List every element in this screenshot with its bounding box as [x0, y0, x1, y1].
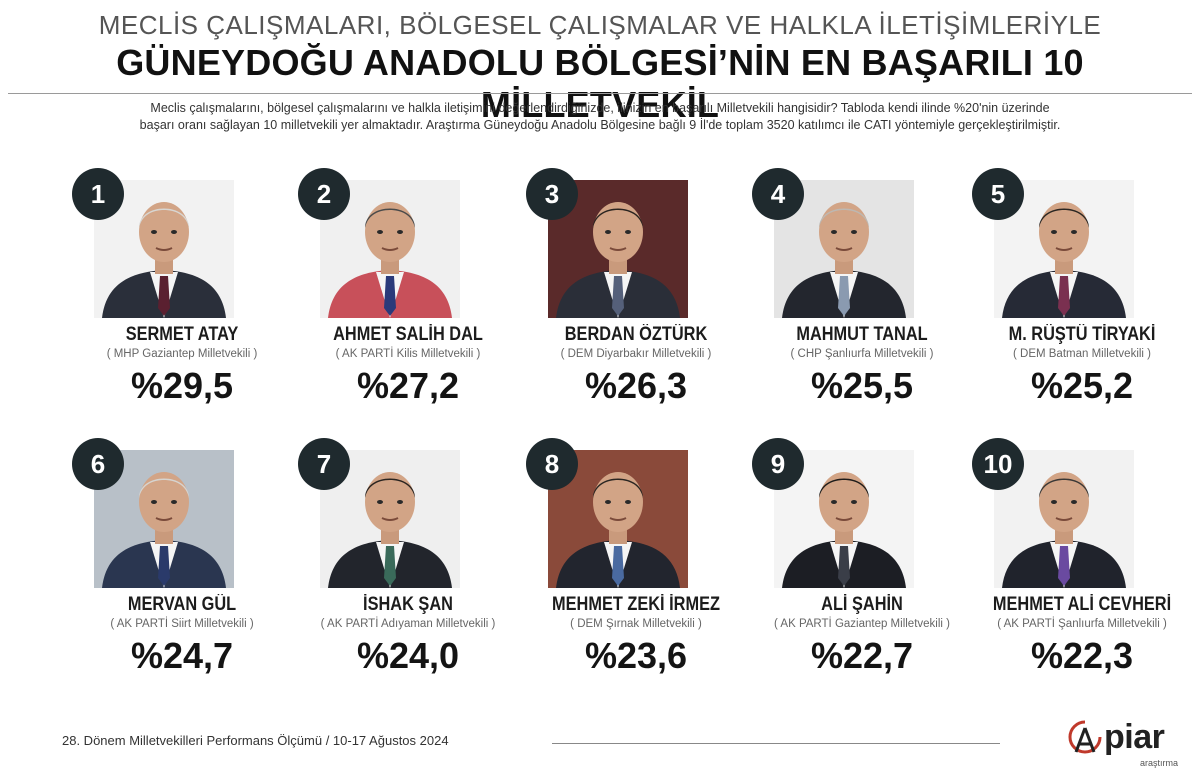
deputy-card: 2 AHMET SALİH DAL ( AK PARTİ Kilis Milletv… [298, 168, 518, 408]
logo-subtitle: araştırma [1140, 758, 1179, 768]
piar-logo-mark-icon [1068, 720, 1102, 754]
deputy-photo [94, 450, 234, 588]
deputy-party: ( AK PARTİ Adıyaman Milletvekili ) [320, 618, 496, 630]
deputy-name: AHMET SALİH DAL [333, 324, 483, 345]
piar-logo: piar araştırma [1064, 716, 1194, 770]
deputy-photo [320, 450, 460, 588]
deputy-party: ( CHP Şanlıurfa Milletvekili ) [790, 348, 934, 360]
page-title: GÜNEYDOĞU ANADOLU BÖLGESİ’NİN EN BAŞARIL… [116, 42, 1084, 125]
rank-badge: 10 [972, 438, 1024, 490]
supertitle: MECLİS ÇALIŞMALARI, BÖLGESEL ÇALIŞMALAR … [98, 10, 1102, 40]
deputy-photo [548, 180, 688, 318]
deputy-name: MEHMET ZEKİ İRMEZ [552, 594, 720, 615]
deputy-card: 1 SERMET ATAY ( MHP Gaziantep Milletvekili… [72, 168, 292, 408]
deputy-card: 8 MEHMET ZEKİ İRMEZ ( DEM Şırnak Milletvek… [526, 438, 746, 678]
intro-text: Meclis çalışmalarını, bölgesel çalışmala… [40, 100, 1160, 134]
deputy-name: MERVAN GÜL [127, 594, 237, 615]
deputy-score: %24,7 [130, 635, 234, 676]
deputy-score: %27,2 [356, 365, 460, 406]
footer-caption: 28. Dönem Milletvekilleri Performans Ölç… [62, 733, 449, 748]
deputy-name: İSHAK ŞAN [363, 594, 453, 615]
deputy-score: %25,2 [1030, 365, 1134, 406]
deputy-score: %26,3 [584, 365, 688, 406]
intro-line-2: başarı oranı sağlayan 10 milletvekili ye… [139, 118, 1061, 132]
deputy-card: 10 MEHMET ALİ CEVHERİ ( AK PARTİ Şanlıurfa… [972, 438, 1192, 678]
deputy-photo [994, 180, 1134, 318]
intro-line-1: Meclis çalışmalarını, bölgesel çalışmala… [150, 101, 1050, 115]
rank-badge: 4 [752, 168, 804, 220]
rank-badge: 8 [526, 438, 578, 490]
deputy-card: 3 BERDAN ÖZTÜRK ( DEM Diyarbakır Milletvek… [526, 168, 746, 408]
deputy-party: ( AK PARTİ Gaziantep Milletvekili ) [774, 618, 950, 630]
deputy-party: ( AK PARTİ Siirt Milletvekili ) [110, 618, 254, 630]
deputy-name: ALİ ŞAHİN [821, 594, 903, 615]
deputy-party: ( DEM Diyarbakır Milletvekili ) [560, 348, 712, 360]
deputy-card: 6 MERVAN GÜL ( AK PARTİ Siirt Milletvekili… [72, 438, 292, 678]
deputy-card: 7 İSHAK ŞAN ( AK PARTİ Adıyaman Milletveki… [298, 438, 518, 678]
deputy-card: 5 M. RÜŞTÜ TİRYAKİ ( DEM Batman Milletveki… [972, 168, 1192, 408]
rank-badge: 9 [752, 438, 804, 490]
deputy-party: ( AK PARTİ Kilis Milletvekili ) [335, 348, 481, 360]
deputy-party: ( DEM Şırnak Milletvekili ) [570, 618, 702, 630]
deputy-score: %25,5 [810, 365, 914, 406]
logo-wordmark: piar [1104, 718, 1165, 756]
deputy-photo [320, 180, 460, 318]
deputy-name: MEHMET ALİ CEVHERİ [992, 594, 1172, 615]
rank-badge: 5 [972, 168, 1024, 220]
deputy-score: %22,7 [810, 635, 914, 676]
deputy-party: ( MHP Gaziantep Milletvekili ) [106, 348, 258, 360]
rank-badge: 3 [526, 168, 578, 220]
deputy-party: ( DEM Batman Milletvekili ) [1012, 348, 1152, 360]
deputy-party: ( AK PARTİ Şanlıurfa Milletvekili ) [997, 618, 1167, 630]
deputy-name: MAHMUT TANAL [796, 324, 928, 345]
rank-badge: 1 [72, 168, 124, 220]
rank-badge: 7 [298, 438, 350, 490]
deputy-name: BERDAN ÖZTÜRK [564, 324, 708, 345]
deputy-score: %22,3 [1030, 635, 1134, 676]
deputy-score: %23,6 [584, 635, 688, 676]
deputy-name: SERMET ATAY [125, 324, 239, 345]
deputy-score: %24,0 [356, 635, 460, 676]
deputy-card: 9 ALİ ŞAHİN ( AK PARTİ Gaziantep Milletvek… [752, 438, 972, 678]
footer-divider [552, 743, 1000, 744]
deputy-card: 4 MAHMUT TANAL ( CHP Şanlıurfa Milletvekil… [752, 168, 972, 408]
rank-badge: 2 [298, 168, 350, 220]
deputy-score: %29,5 [130, 365, 234, 406]
deputy-name: M. RÜŞTÜ TİRYAKİ [1008, 324, 1156, 345]
rank-badge: 6 [72, 438, 124, 490]
title-divider [8, 93, 1192, 94]
